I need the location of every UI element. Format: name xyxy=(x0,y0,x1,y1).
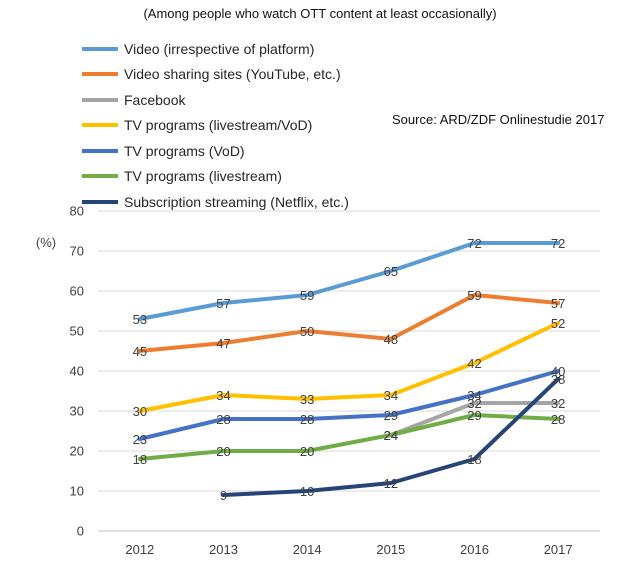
y-tick-label: 40 xyxy=(70,364,84,379)
data-label: 57 xyxy=(216,296,230,311)
data-label: 30 xyxy=(133,404,147,419)
data-label: 18 xyxy=(133,452,147,467)
y-tick-label: 50 xyxy=(70,324,84,339)
data-label: 53 xyxy=(133,312,147,327)
data-label: 24 xyxy=(384,428,398,443)
data-label: 34 xyxy=(384,388,398,403)
series-line-6 xyxy=(221,377,561,497)
y-tick-label: 70 xyxy=(70,244,84,259)
data-label: 65 xyxy=(384,264,398,279)
data-label: 45 xyxy=(133,344,147,359)
legend-item: Facebook xyxy=(82,87,349,113)
legend-item: TV programs (VoD) xyxy=(82,138,349,164)
data-label: 48 xyxy=(384,332,398,347)
y-tick-label: 30 xyxy=(70,404,84,419)
data-label: 47 xyxy=(216,336,230,351)
legend-swatch xyxy=(82,97,118,102)
data-label: 24 xyxy=(384,428,398,443)
legend-swatch xyxy=(82,148,118,153)
data-label: 28 xyxy=(300,412,314,427)
x-tick-label: 2012 xyxy=(125,542,154,557)
legend-label: TV programs (livestream/VoD) xyxy=(124,117,313,134)
data-label: 59 xyxy=(467,288,481,303)
legend-label: Subscription streaming (Netflix, etc.) xyxy=(124,193,349,210)
data-label: 38 xyxy=(551,372,565,387)
source-note: Source: ARD/ZDF Onlinestudie 2017 xyxy=(392,112,605,127)
data-label: 28 xyxy=(216,412,230,427)
legend-label: TV programs (VoD) xyxy=(124,142,245,159)
data-label: 50 xyxy=(300,324,314,339)
series-line-1 xyxy=(137,293,561,353)
y-tick-label: 60 xyxy=(70,284,84,299)
data-label: 29 xyxy=(467,408,481,423)
data-label: 52 xyxy=(551,316,565,331)
data-label: 32 xyxy=(467,396,481,411)
data-label: 20 xyxy=(216,444,230,459)
legend-swatch xyxy=(82,72,118,77)
data-label: 18 xyxy=(467,452,481,467)
legend-item: Subscription streaming (Netflix, etc.) xyxy=(82,189,349,215)
legend-item: TV programs (livestream/VoD) xyxy=(82,113,349,139)
legend-label: Video (irrespective of platform) xyxy=(124,40,315,57)
data-label: 10 xyxy=(300,484,314,499)
legend-swatch xyxy=(82,46,118,51)
data-label: 34 xyxy=(467,388,481,403)
legend-swatch xyxy=(82,123,118,128)
data-label: 59 xyxy=(300,288,314,303)
data-label: 42 xyxy=(467,356,481,371)
data-label: 40 xyxy=(551,364,565,379)
data-label: 72 xyxy=(551,236,565,251)
data-label: 33 xyxy=(300,392,314,407)
data-label: 72 xyxy=(467,236,481,251)
y-tick-label: 10 xyxy=(70,484,84,499)
data-label: 32 xyxy=(551,396,565,411)
data-label: 9 xyxy=(220,488,227,503)
x-tick-label: 2017 xyxy=(544,542,573,557)
legend-swatch xyxy=(82,174,118,179)
data-label: 57 xyxy=(551,296,565,311)
series-line-4 xyxy=(137,369,561,441)
legend-label: Video sharing sites (YouTube, etc.) xyxy=(124,66,341,83)
legend-swatch xyxy=(82,199,118,204)
data-label: 12 xyxy=(384,476,398,491)
series-line-3 xyxy=(137,321,561,413)
legend-label: Facebook xyxy=(124,91,186,108)
legend-label: TV programs (livestream) xyxy=(124,168,282,185)
y-tick-label: 20 xyxy=(70,444,84,459)
legend-item: TV programs (livestream) xyxy=(82,164,349,190)
data-label: 20 xyxy=(300,444,314,459)
legend-item: Video (irrespective of platform) xyxy=(82,36,349,62)
chart-subtitle: (Among people who watch OTT content at l… xyxy=(143,6,497,21)
series-line-5 xyxy=(137,413,561,461)
data-label: 34 xyxy=(216,388,230,403)
data-label: 28 xyxy=(551,412,565,427)
x-tick-label: 2015 xyxy=(376,542,405,557)
legend-item: Video sharing sites (YouTube, etc.) xyxy=(82,62,349,88)
x-tick-label: 2016 xyxy=(460,542,489,557)
series-line-0 xyxy=(137,241,561,321)
y-tick-label: 0 xyxy=(77,524,84,539)
chart-legend: Video (irrespective of platform) Video sh… xyxy=(82,36,349,215)
x-tick-label: 2013 xyxy=(209,542,238,557)
data-label: 23 xyxy=(133,432,147,447)
y-axis-label: (%) xyxy=(36,235,56,250)
x-tick-label: 2014 xyxy=(293,542,322,557)
data-label: 29 xyxy=(384,408,398,423)
y-tick-label: 80 xyxy=(70,204,84,219)
